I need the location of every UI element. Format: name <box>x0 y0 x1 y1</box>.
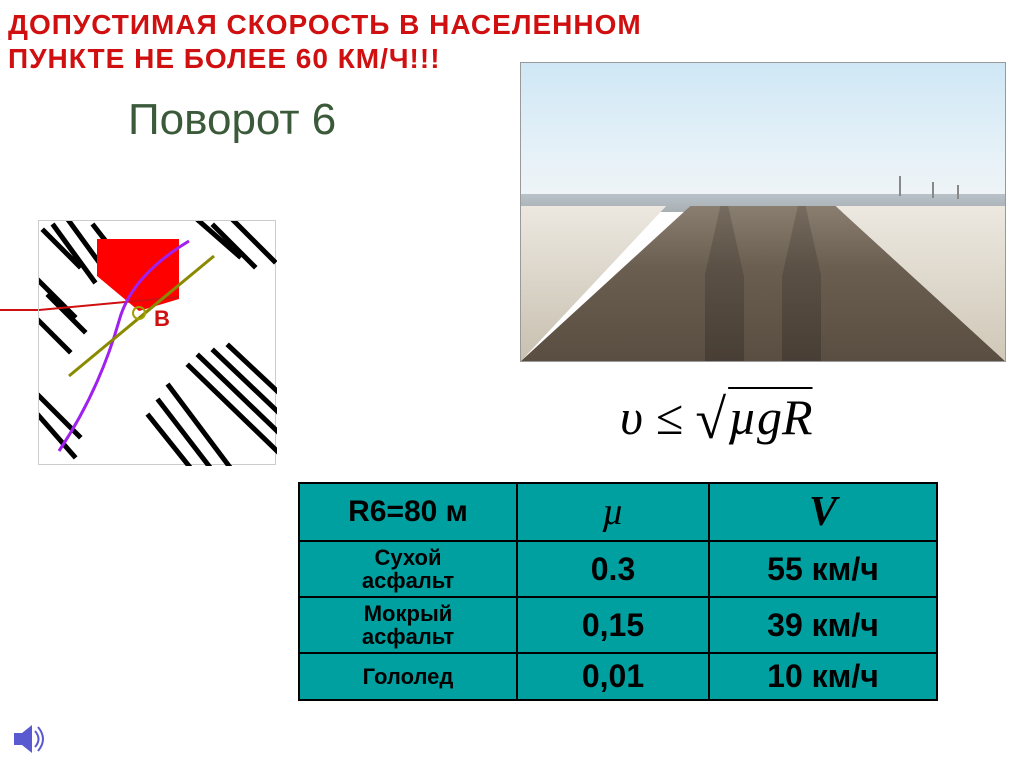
formula-lhs: υ <box>620 389 643 445</box>
speed-formula: υ ≤ √µgR <box>620 388 817 452</box>
photo-pylon <box>899 176 901 196</box>
surface-cell: Мокрыйасфальт <box>299 597 517 653</box>
warning-line2: ПУНКТЕ НЕ БОЛЕЕ 60 КМ/Ч!!! <box>8 43 441 74</box>
v-cell: 10 км/ч <box>709 653 937 700</box>
v-cell: 55 км/ч <box>709 541 937 597</box>
sqrt-icon: √ <box>695 389 726 451</box>
v-cell: 39 км/ч <box>709 597 937 653</box>
v-header: V <box>709 483 937 541</box>
formula-radicand: µgR <box>726 389 816 445</box>
audio-icon[interactable] <box>12 722 46 756</box>
intersection-map: B <box>38 220 276 465</box>
warning-line1: ДОПУСТИМАЯ СКОРОСТЬ В НАСЕЛЕННОМ <box>8 9 642 40</box>
slide-title: Поворот 6 <box>128 95 336 145</box>
mu-header: µ <box>517 483 709 541</box>
table-row: Сухойасфальт 0.3 55 км/ч <box>299 541 937 597</box>
mu-cell: 0.3 <box>517 541 709 597</box>
photo-pylon <box>932 182 934 198</box>
table-row: Мокрыйасфальт 0,15 39 км/ч <box>299 597 937 653</box>
map-svg: B <box>39 221 277 466</box>
surface-cell: Гололед <box>299 653 517 700</box>
table-row: Гололед 0,01 10 км/ч <box>299 653 937 700</box>
table-header-row: R6=80 м µ V <box>299 483 937 541</box>
formula-op: ≤ <box>655 389 682 445</box>
mu-cell: 0,15 <box>517 597 709 653</box>
mu-cell: 0,01 <box>517 653 709 700</box>
surface-cell: Сухойасфальт <box>299 541 517 597</box>
road-photo <box>520 62 1006 362</box>
map-point-label: B <box>154 306 170 331</box>
friction-speed-table: R6=80 м µ V Сухойасфальт 0.3 55 км/ч Мок… <box>298 482 938 701</box>
photo-pylon <box>957 185 959 199</box>
radius-header: R6=80 м <box>299 483 517 541</box>
